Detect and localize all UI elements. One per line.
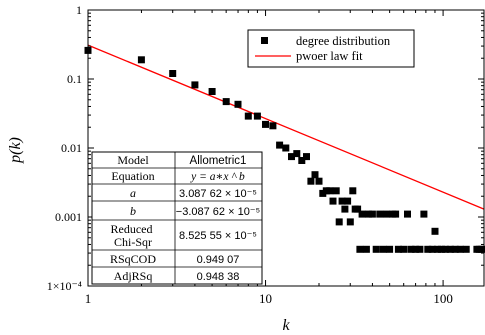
degree-distribution-point [222,98,230,106]
degree-distribution-point [137,56,145,64]
fit-table-frame [91,151,263,285]
x-tick-label: 10 [259,291,272,306]
degree-distribution-point [428,245,436,253]
degree-distribution-point [244,112,252,120]
x-tick-label: 1 [85,291,92,306]
degree-distribution-point [169,70,177,77]
fit-table-label-model: Model [117,153,149,167]
fit-table-label-rsqcod: RSqCOD [110,252,156,266]
degree-distribution-point [362,245,370,253]
y-tick-label: 0.1 [67,72,82,86]
degree-distribution-point [358,210,366,218]
degree-distribution-point [446,245,454,253]
y-axis-label: p(k) [7,137,24,164]
degree-distribution-point [400,245,408,253]
degree-distribution-point [456,245,464,253]
fit-table-label-line: Reduced [111,222,153,236]
legend-label-fit: pwoer law fit [296,49,363,63]
fit-table-value-b: −3.087 62 × 10⁻⁵ [176,206,260,218]
degree-distribution-point [372,245,380,253]
fit-table-value-rsqcod: 0.949 07 [197,254,240,266]
degree-distribution-point [424,245,432,253]
fit-line-layer [87,44,485,210]
degree-distribution-point [407,245,415,253]
x-axis-label: k [282,317,290,334]
legend: degree distribution pwoer law fit [247,29,415,68]
degree-distribution-point [269,122,277,130]
fit-table-value-model: Allometric1 [190,155,247,167]
fit-table-value-adjrsq: 0.948 38 [197,271,240,283]
degree-distribution-point [441,245,449,253]
fit-table-value-equation: y = a∗x ^ b [190,171,245,183]
scatter-points-layer [84,46,485,253]
degree-distribution-point [311,171,319,179]
degree-distribution-point [307,177,315,185]
degree-distribution-point [376,210,384,218]
degree-distribution-point [379,245,387,253]
fit-table-label-b: b [130,204,136,218]
degree-distribution-point [298,157,306,164]
degree-distribution-point [354,205,362,213]
fit-table-label-equation: Equation [111,169,154,183]
degree-distribution-point [253,112,261,120]
degree-distribution-point [349,187,357,195]
degree-distribution-point [438,245,445,253]
power-law-fit-line [87,44,485,210]
degree-distribution-point [282,144,290,152]
degree-distribution-point [412,245,420,253]
fit-table-label-a: a [130,186,136,200]
fit-table: Model Allometric1 Equation y = a∗x ^ b a… [91,151,263,285]
degree-distribution-point [262,120,269,128]
degree-distribution-point [288,153,295,161]
degree-distribution-point [329,197,337,205]
x-tick-label: 100 [433,291,453,306]
fit-table-label-adjrsq: AdjRSq [114,269,153,283]
fit-table-value-a: 3.087 62 × 10⁻⁵ [179,188,257,200]
degree-distribution-point [335,218,343,226]
degree-distribution-point [344,197,352,205]
degree-distribution-point [332,187,340,195]
degree-distribution-point [356,245,364,253]
y-tick-label: 1 [76,3,82,17]
degree-distribution-point [338,197,346,205]
degree-distribution-point [394,245,402,253]
degree-distribution-point [404,210,411,218]
degree-distribution-point [392,210,400,218]
legend-label-degree-distribution: degree distribution [296,34,391,48]
degree-distribution-point [234,100,242,108]
y-tick-label: 0.01 [61,141,82,155]
legend-marker-degree-distribution [261,37,268,44]
degree-distribution-point [276,141,284,149]
degree-distribution-point [208,88,216,95]
degree-distribution-point [383,210,390,218]
axis-ticks-layer: 1 10 100 1 0.1 0.01 0.001 1×10⁻⁴ [47,3,484,306]
degree-distribution-point [346,218,354,226]
y-tick-label: 1×10⁻⁴ [47,279,82,293]
degree-distribution-point [420,210,428,218]
fit-table-label-line: Chi-Sqr [114,235,152,249]
degree-distribution-point [451,245,459,253]
degree-distribution-point [315,177,323,185]
degree-distribution-point [431,227,439,235]
fit-table-value-reduced-chi-sqr: 8.525 55 × 10⁻⁵ [179,230,257,242]
degree-distribution-point [293,150,301,158]
legend-box [247,29,415,68]
degree-distribution-point [365,210,372,218]
degree-distribution-point [416,245,424,253]
fit-table-label-reduced-chi-sqr: Reduced Chi-Sqr [111,222,156,249]
degree-distribution-point [434,245,441,253]
degree-distribution-point [478,245,485,253]
degree-distribution-point [303,153,310,161]
degree-distribution-point [462,245,470,253]
degree-distribution-point [341,205,349,213]
degree-distribution-point [386,245,394,253]
degree-distribution-point [326,187,334,195]
degree-distribution-point [368,210,376,218]
y-tick-label: 0.001 [55,210,82,224]
degree-distribution-point [191,81,199,89]
